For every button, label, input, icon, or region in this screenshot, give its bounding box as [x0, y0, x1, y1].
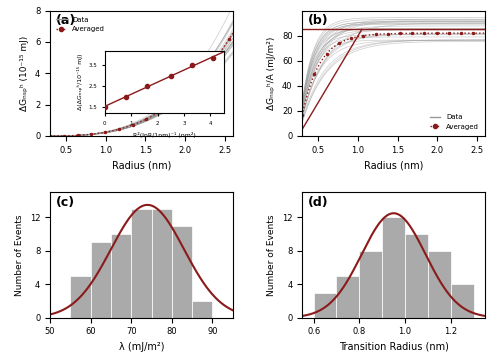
Bar: [172, 226, 192, 318]
Bar: [405, 234, 428, 318]
Bar: [70, 276, 90, 318]
Y-axis label: Number of Events: Number of Events: [15, 214, 24, 296]
X-axis label: Radius (nm): Radius (nm): [364, 160, 424, 170]
Bar: [111, 234, 131, 318]
Bar: [90, 243, 111, 318]
Text: (b): (b): [308, 14, 328, 27]
Bar: [152, 209, 172, 318]
Bar: [336, 276, 359, 318]
Bar: [428, 251, 450, 318]
Text: (d): (d): [308, 196, 328, 209]
Text: (a): (a): [56, 14, 76, 27]
Text: (c): (c): [56, 196, 74, 209]
Y-axis label: ΔGₙₛₚʰ (10⁻¹⁵ mJ): ΔGₙₛₚʰ (10⁻¹⁵ mJ): [20, 36, 30, 111]
Legend: Data, Averaged: Data, Averaged: [54, 14, 108, 35]
Bar: [382, 217, 405, 318]
Bar: [314, 293, 336, 318]
X-axis label: Radius (nm): Radius (nm): [112, 160, 171, 170]
Y-axis label: Number of Events: Number of Events: [268, 214, 276, 296]
Bar: [131, 209, 152, 318]
Y-axis label: ΔGₙₛₚʰ/A (mJ/m²): ΔGₙₛₚʰ/A (mJ/m²): [268, 37, 276, 110]
Bar: [192, 301, 212, 318]
X-axis label: Transition Radius (nm): Transition Radius (nm): [338, 342, 448, 352]
Bar: [450, 284, 473, 318]
X-axis label: λ (mJ/m²): λ (mJ/m²): [118, 342, 164, 352]
Legend: Data, Averaged: Data, Averaged: [427, 112, 482, 132]
Bar: [360, 251, 382, 318]
